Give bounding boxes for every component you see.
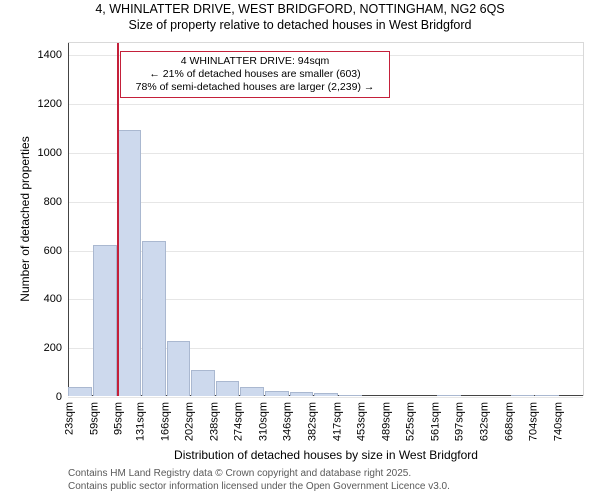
x-tick-label: 238sqm	[208, 402, 220, 441]
histogram-bar	[68, 387, 92, 396]
x-tick-label: 166sqm	[159, 402, 171, 441]
x-tick-label: 740sqm	[552, 402, 564, 441]
histogram-bar	[191, 370, 215, 396]
x-tick-label: 131sqm	[134, 402, 146, 441]
y-tick-label: 200	[44, 342, 68, 354]
gridline	[68, 397, 583, 398]
x-tick-label: 632sqm	[478, 402, 490, 441]
chart-title-block: 4, WHINLATTER DRIVE, WEST BRIDGFORD, NOT…	[0, 2, 600, 33]
x-tick-label: 310sqm	[257, 402, 269, 441]
histogram-bar	[142, 241, 166, 396]
histogram-bar	[511, 395, 535, 396]
histogram-bar	[265, 391, 289, 396]
y-tick-label: 400	[44, 293, 68, 305]
chart-title-line2: Size of property relative to detached ho…	[0, 18, 600, 34]
x-tick-label: 417sqm	[331, 402, 343, 441]
x-tick-label: 382sqm	[306, 402, 318, 441]
x-tick-label: 453sqm	[356, 402, 368, 441]
histogram-bar	[314, 393, 338, 396]
gridline	[68, 104, 583, 105]
histogram-bar	[535, 395, 559, 396]
reference-vertical-line	[117, 43, 119, 396]
x-tick-label: 95sqm	[113, 402, 125, 435]
x-tick-label: 202sqm	[184, 402, 196, 441]
histogram-chart: 4, WHINLATTER DRIVE, WEST BRIDGFORD, NOT…	[0, 0, 600, 500]
y-tick-label: 1400	[38, 49, 68, 61]
callout-line3: 78% of semi-detached houses are larger (…	[128, 81, 382, 94]
histogram-bar	[437, 395, 461, 396]
x-tick-label: 597sqm	[454, 402, 466, 441]
gridline	[68, 202, 583, 203]
x-tick-label: 59sqm	[88, 402, 100, 435]
x-tick-label: 525sqm	[405, 402, 417, 441]
y-tick-label: 800	[44, 196, 68, 208]
histogram-bar	[93, 245, 117, 396]
histogram-bar	[290, 392, 314, 396]
histogram-bar	[118, 130, 142, 396]
callout-line1: 4 WHINLATTER DRIVE: 94sqm	[128, 55, 382, 68]
attribution-block: Contains HM Land Registry data © Crown c…	[68, 468, 450, 493]
x-tick-label: 23sqm	[64, 402, 76, 435]
y-tick-label: 1200	[38, 98, 68, 110]
y-axis-label: Number of detached properties	[18, 136, 32, 301]
y-tick-label: 600	[44, 245, 68, 257]
x-axis-label: Distribution of detached houses by size …	[68, 448, 584, 462]
chart-title-line1: 4, WHINLATTER DRIVE, WEST BRIDGFORD, NOT…	[0, 2, 600, 18]
y-tick-label: 1000	[38, 147, 68, 159]
histogram-bar	[240, 387, 264, 396]
histogram-bar	[339, 395, 363, 396]
x-tick-label: 704sqm	[528, 402, 540, 441]
callout-line2: ← 21% of detached houses are smaller (60…	[128, 68, 382, 81]
gridline	[68, 153, 583, 154]
x-tick-label: 668sqm	[503, 402, 515, 441]
x-tick-label: 346sqm	[282, 402, 294, 441]
x-tick-label: 489sqm	[380, 402, 392, 441]
attribution-line2: Contains public sector information licen…	[68, 481, 450, 494]
y-axis-line	[68, 43, 69, 396]
histogram-bar	[167, 341, 191, 396]
attribution-line1: Contains HM Land Registry data © Crown c…	[68, 468, 450, 481]
x-tick-label: 274sqm	[233, 402, 245, 441]
plot-area: 020040060080010001200140023sqm59sqm95sqm…	[68, 42, 584, 396]
x-tick-label: 561sqm	[429, 402, 441, 441]
histogram-bar	[216, 381, 240, 396]
reference-callout: 4 WHINLATTER DRIVE: 94sqm← 21% of detach…	[120, 51, 390, 98]
